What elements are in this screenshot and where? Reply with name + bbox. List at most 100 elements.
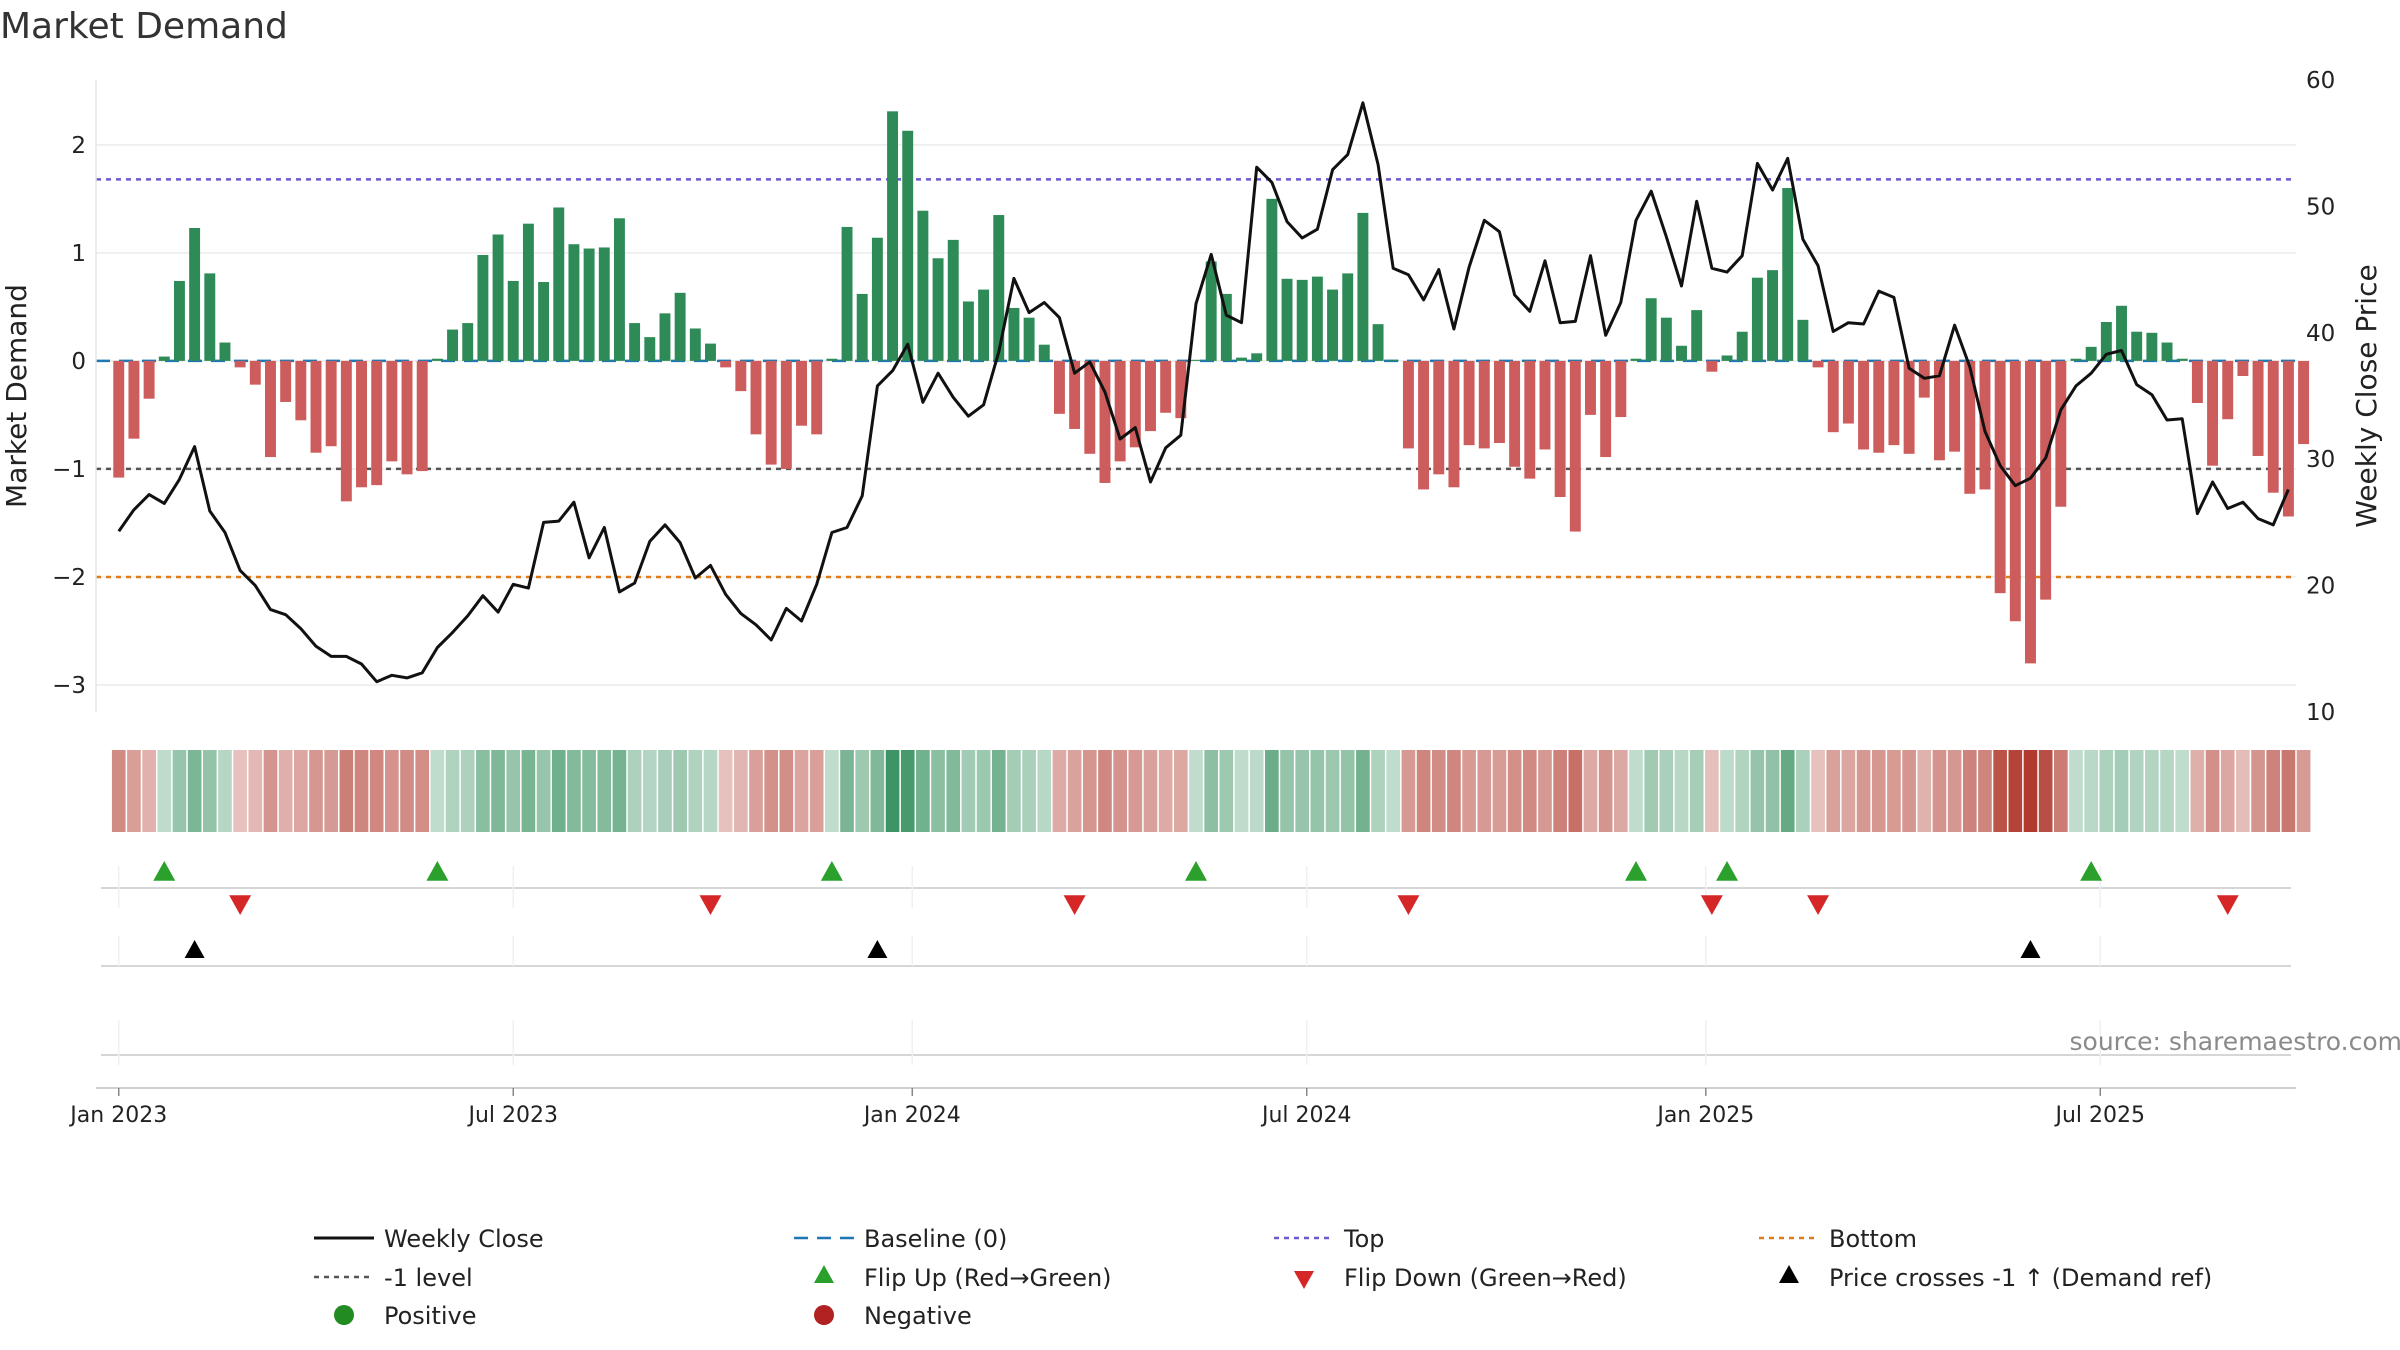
- demand-heat-strip: [111, 750, 2311, 832]
- demand-bar: [340, 360, 352, 502]
- legend-item-close: Weekly Close: [314, 1225, 544, 1253]
- demand-bar: [2070, 358, 2082, 361]
- demand-bar: [371, 360, 383, 486]
- heat-strip-cell: [1447, 750, 1461, 832]
- demand-bar: [1387, 359, 1399, 361]
- heat-strip-cell: [597, 750, 612, 832]
- demand-bar: [1053, 360, 1065, 414]
- heat-strip-cell: [1932, 750, 1947, 832]
- legend-swatch-negative: [814, 1305, 834, 1325]
- demand-bar: [780, 360, 792, 469]
- demand-bar: [902, 130, 914, 361]
- demand-bar: [1023, 317, 1035, 361]
- demand-bar: [1691, 310, 1703, 361]
- heat-strip-cell: [642, 750, 657, 832]
- heat-strip-cell: [1507, 750, 1522, 832]
- heat-strip-cell: [1280, 750, 1294, 832]
- y-axis-label: Market Demand: [0, 284, 33, 508]
- heat-strip-cell: [734, 750, 748, 832]
- legend-label: Price crosses -1 ↑ (Demand ref): [1829, 1264, 2212, 1292]
- heat-strip-cell: [111, 750, 126, 832]
- heat-strip-cell: [885, 750, 900, 832]
- heat-strip-cell: [900, 750, 915, 832]
- heat-strip-cell: [2023, 750, 2038, 832]
- demand-bar: [158, 356, 170, 361]
- demand-bar: [1736, 331, 1748, 361]
- demand-bar: [629, 323, 641, 361]
- heat-strip-cell: [430, 750, 445, 832]
- demand-bar: [447, 329, 459, 361]
- y2-tick-label: 10: [2306, 700, 2335, 726]
- heat-strip-cell: [1689, 750, 1704, 832]
- heat-strip-cell: [1204, 750, 1218, 832]
- flip-up-marker: [153, 861, 176, 881]
- demand-bar: [1205, 261, 1217, 361]
- legend-item-top: Top: [1274, 1225, 1385, 1253]
- demand-bar: [1463, 360, 1475, 446]
- demand-bar: [2298, 360, 2310, 445]
- legend-label: -1 level: [384, 1264, 473, 1292]
- heat-strip-cell: [1416, 750, 1431, 832]
- legend-swatch-cross: [1779, 1265, 1799, 1283]
- demand-bar: [689, 328, 701, 361]
- demand-bar: [1994, 360, 2006, 594]
- demand-bar: [993, 215, 1005, 361]
- heat-strip-cell: [187, 750, 202, 832]
- demand-bar: [1676, 345, 1687, 361]
- heat-strip-cell: [1871, 750, 1886, 832]
- legend-label: Bottom: [1829, 1225, 1917, 1253]
- demand-bar: [1266, 198, 1278, 361]
- heat-strip-cell: [764, 750, 778, 832]
- demand-bar: [947, 239, 959, 361]
- heat-strip-cell: [1143, 750, 1158, 832]
- heat-strip-cell: [1174, 750, 1188, 832]
- x-tick-label: Jan 2023: [68, 1103, 167, 1128]
- demand-bar: [1645, 298, 1657, 361]
- heat-strip-cell: [1265, 750, 1279, 832]
- heat-strip-cell: [2054, 750, 2068, 832]
- demand-bar: [1585, 360, 1596, 415]
- heat-strip-cell: [218, 750, 232, 832]
- demand-bar: [2025, 360, 2036, 664]
- demand-bar: [1448, 360, 1460, 488]
- demand-bar: [1220, 293, 1232, 361]
- demand-bar: [1797, 319, 1809, 361]
- legend-label: Flip Down (Green→Red): [1344, 1264, 1627, 1292]
- legend-swatch-flip-down: [1294, 1271, 1314, 1289]
- heat-strip-cell: [2160, 750, 2174, 832]
- demand-bar: [1630, 358, 1642, 361]
- demand-bar: [644, 337, 656, 361]
- demand-bar: [887, 111, 899, 361]
- heat-strip-cell: [1811, 750, 1825, 832]
- source-note: source: sharemaestro.com: [2070, 1027, 2400, 1056]
- heat-strip-cell: [1841, 750, 1856, 832]
- demand-bar: [1858, 360, 1870, 450]
- heat-strip-cell: [1629, 750, 1643, 832]
- legend-label: Flip Up (Red→Green): [864, 1264, 1112, 1292]
- heat-strip-cell: [1947, 750, 1962, 832]
- heat-strip-cell: [491, 750, 505, 832]
- flip-up-marker: [426, 861, 449, 881]
- heat-strip-cell: [127, 750, 141, 832]
- demand-bar: [462, 323, 474, 361]
- legend-item-bottom: Bottom: [1759, 1225, 1917, 1253]
- heat-strip-cell: [1598, 750, 1613, 832]
- demand-bar: [1069, 360, 1081, 429]
- demand-bar: [1084, 360, 1096, 454]
- heat-strip-cell: [309, 750, 323, 832]
- y2-tick-label: 20: [2306, 574, 2335, 600]
- flip-down-marker: [699, 895, 722, 915]
- demand-bar: [204, 273, 216, 361]
- demand-bar: [1949, 360, 1961, 452]
- demand-bar: [2116, 305, 2127, 361]
- heat-strip-cell: [749, 750, 763, 832]
- heat-strip-cell: [1325, 750, 1340, 832]
- heat-strip-cell: [1538, 750, 1552, 832]
- demand-bar: [1888, 360, 1900, 446]
- demand-bar: [477, 255, 489, 361]
- x-tick-label: Jan 2024: [862, 1103, 961, 1128]
- demand-bar: [2085, 346, 2097, 361]
- heat-strip-cell: [157, 750, 172, 832]
- demand-bar: [1721, 355, 1733, 361]
- heat-strip-cell: [703, 750, 718, 832]
